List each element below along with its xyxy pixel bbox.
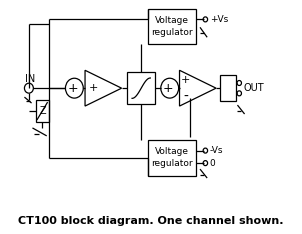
- Bar: [148, 140, 197, 176]
- Text: +: +: [67, 82, 78, 95]
- Text: +: +: [162, 82, 173, 95]
- Text: +: +: [181, 75, 191, 85]
- Bar: [36, 100, 49, 122]
- Text: regulator: regulator: [152, 159, 193, 168]
- Text: -: -: [183, 90, 188, 104]
- Text: OUT: OUT: [244, 83, 264, 93]
- Bar: [127, 72, 156, 104]
- Text: +: +: [88, 83, 98, 93]
- Bar: [148, 9, 197, 44]
- Bar: [220, 75, 236, 101]
- Text: regulator: regulator: [152, 28, 193, 37]
- Text: IN: IN: [25, 74, 36, 84]
- Text: 0: 0: [210, 159, 216, 168]
- Text: Voltage: Voltage: [156, 16, 189, 25]
- Text: CT100 block diagram. One channel shown.: CT100 block diagram. One channel shown.: [18, 216, 284, 226]
- Text: +Vs: +Vs: [210, 15, 228, 24]
- Text: -Vs: -Vs: [210, 146, 223, 155]
- Text: Z: Z: [40, 106, 47, 116]
- Text: Voltage: Voltage: [156, 147, 189, 156]
